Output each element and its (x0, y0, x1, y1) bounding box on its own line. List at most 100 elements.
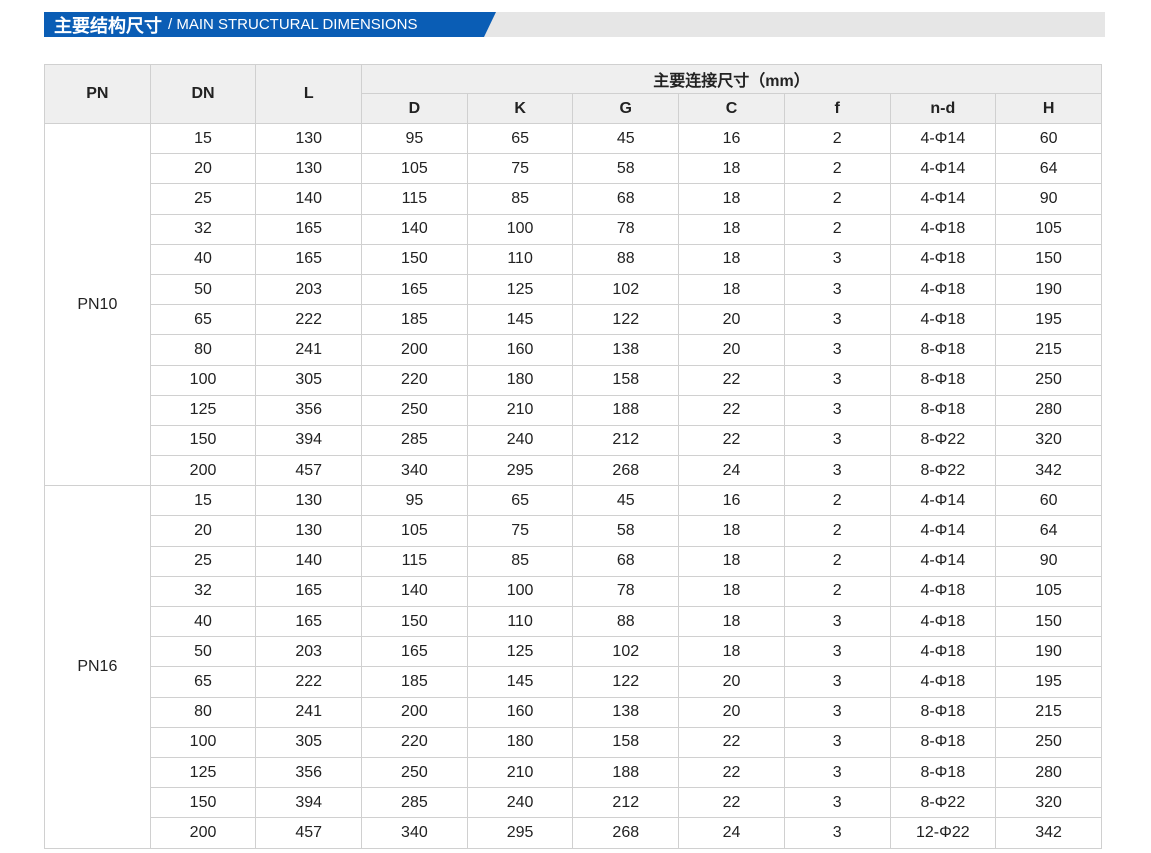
table-cell: 2 (783, 183, 891, 215)
table-body: PN10 15 130 95 65 45 16 2 4-Φ14 60 20 130 105 75 58 18 2… (44, 122, 1102, 849)
table-cell: 105 (361, 153, 468, 185)
table-cell: 3 (783, 605, 891, 638)
table-cell: 160 (466, 334, 574, 366)
header-d: D (361, 93, 468, 124)
table-cell: 140 (255, 183, 363, 215)
table-cell: 8-Φ18 (889, 394, 997, 426)
table-cell: 3 (783, 334, 891, 366)
table-cell: 24 (678, 455, 785, 487)
table-cell: 220 (361, 364, 468, 396)
table-cell: 140 (255, 545, 363, 577)
table-cell: 75 (466, 515, 574, 547)
section-title-bar: 主要结构尺寸 / MAIN STRUCTURAL DIMENSIONS (44, 12, 1105, 37)
table-cell: 4-Φ18 (889, 243, 997, 275)
table-cell: 222 (255, 304, 363, 336)
table-cell: 45 (572, 122, 680, 155)
table-row: 150 394 285 240 212 22 3 8-Φ22 320 (45, 787, 1102, 819)
table-cell: 60 (995, 122, 1102, 155)
table-cell: 2 (783, 575, 891, 608)
table-cell: 280 (995, 756, 1102, 789)
header-pn: PN (44, 64, 151, 124)
table-cell: 3 (783, 364, 891, 396)
table-cell: 3 (783, 696, 891, 728)
table-cell: 80 (149, 696, 257, 728)
title-english: / MAIN STRUCTURAL DIMENSIONS (168, 16, 418, 33)
table-cell: 3 (783, 666, 891, 698)
table-cell: 3 (783, 636, 891, 668)
table-cell: 4-Φ18 (889, 213, 997, 245)
table-cell: 88 (572, 243, 680, 275)
table-cell: 8-Φ18 (889, 726, 997, 758)
table-cell: 3 (783, 455, 891, 487)
table-cell: 8-Φ18 (889, 756, 997, 789)
table-cell: 20 (678, 334, 785, 366)
table-cell: 22 (678, 726, 785, 758)
table-row: 100 305 220 180 158 22 3 8-Φ18 250 (45, 726, 1102, 758)
table-cell: 18 (678, 545, 785, 577)
table-cell: 68 (572, 183, 680, 215)
table-row: 100 305 220 180 158 22 3 8-Φ18 250 (45, 364, 1102, 396)
table-cell: 3 (783, 817, 891, 849)
table-cell: 145 (466, 304, 574, 336)
table-cell: 8-Φ22 (889, 424, 997, 457)
table-cell: 3 (783, 273, 891, 306)
table-cell: 240 (466, 787, 574, 819)
table-cell: 4-Φ14 (889, 122, 997, 155)
table-row: 50 203 165 125 102 18 3 4-Φ18 190 (45, 273, 1102, 306)
table-cell: 2 (783, 545, 891, 577)
table-cell: 115 (361, 183, 468, 215)
table-cell: 20 (149, 153, 257, 185)
table-row: 25 140 115 85 68 18 2 4-Φ14 90 (45, 545, 1102, 577)
table-cell: 85 (466, 545, 574, 577)
table-cell: 130 (255, 485, 363, 517)
table-cell: 18 (678, 575, 785, 608)
table-row: 80 241 200 160 138 20 3 8-Φ18 215 (45, 696, 1102, 728)
table-cell: 18 (678, 243, 785, 275)
table-row: 125 356 250 210 188 22 3 8-Φ18 280 (45, 394, 1102, 426)
table-cell: 285 (361, 787, 468, 819)
table-cell: 18 (678, 636, 785, 668)
table-cell: 100 (466, 213, 574, 245)
table-cell: 65 (466, 122, 574, 155)
table-cell: 4-Φ18 (889, 666, 997, 698)
table-cell: 125 (466, 273, 574, 306)
table-cell: 4-Φ14 (889, 545, 997, 577)
table-cell: 105 (361, 515, 468, 547)
table-cell: 40 (149, 605, 257, 638)
table-cell: 203 (255, 636, 363, 668)
table-cell: 280 (995, 394, 1102, 426)
table-cell: 145 (466, 666, 574, 698)
table-cell: 15 (149, 122, 257, 155)
table-cell: 64 (995, 153, 1102, 185)
table-cell: 100 (466, 575, 574, 608)
table-cell: 356 (255, 394, 363, 426)
table-cell: 320 (995, 424, 1102, 457)
table-cell: 3 (783, 787, 891, 819)
table-cell: 125 (466, 636, 574, 668)
table-cell: 24 (678, 817, 785, 849)
table-cell: 60 (995, 485, 1102, 517)
table-cell: 65 (466, 485, 574, 517)
table-cell: 340 (361, 817, 468, 849)
dimensions-table: PN DN L 主要连接尺寸（mm） D K G C f n-d H PN10 1… (44, 64, 1102, 849)
table-cell: 95 (361, 122, 468, 155)
table-cell: 180 (466, 726, 574, 758)
header-f: f (783, 93, 891, 124)
table-cell: 125 (149, 394, 257, 426)
header-h: H (995, 93, 1102, 124)
table-cell: 165 (255, 243, 363, 275)
table-row: 40 165 150 110 88 18 3 4-Φ18 150 (45, 243, 1102, 275)
table-cell: 25 (149, 183, 257, 215)
table-cell: 90 (995, 545, 1102, 577)
table-cell: 8-Φ22 (889, 787, 997, 819)
table-cell: 268 (572, 817, 680, 849)
table-cell: 295 (466, 455, 574, 487)
table-cell: 68 (572, 545, 680, 577)
table-cell: 130 (255, 122, 363, 155)
table-cell: 165 (361, 636, 468, 668)
table-cell: 3 (783, 756, 891, 789)
table-cell: 45 (572, 485, 680, 517)
table-row: 32 165 140 100 78 18 2 4-Φ18 105 (45, 575, 1102, 608)
table-cell: 75 (466, 153, 574, 185)
table-cell: 20 (678, 666, 785, 698)
